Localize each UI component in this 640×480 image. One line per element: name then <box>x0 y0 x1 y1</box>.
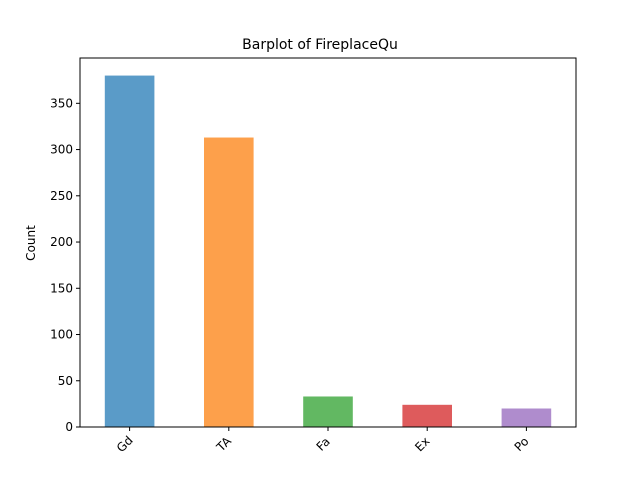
y-tick-label: 350 <box>50 96 73 110</box>
chart-title: Barplot of FireplaceQu <box>242 37 398 53</box>
bars-group <box>104 75 552 428</box>
y-tick-label: 100 <box>50 328 73 342</box>
y-tick-label: 200 <box>50 235 73 249</box>
y-tick-label: 250 <box>50 189 73 203</box>
x-ticks-group: Gd TA Fa Ex Po <box>114 427 532 455</box>
x-tick-label: Ex <box>412 434 432 454</box>
bar-ex <box>402 404 452 427</box>
bar-ta <box>204 137 254 428</box>
y-tick-label: 50 <box>58 374 73 388</box>
y-tick-label: 150 <box>50 281 73 295</box>
bar-fa <box>303 396 353 427</box>
x-tick-label: Gd <box>114 433 136 455</box>
y-ticks-group: 0 50 100 150 200 250 300 350 <box>50 96 80 434</box>
x-tick-label: Po <box>512 434 532 454</box>
bar-gd <box>104 75 155 428</box>
y-tick-label: 0 <box>65 420 73 434</box>
y-axis-label: Count <box>24 225 38 261</box>
x-tick-label: Fa <box>314 435 333 454</box>
bar-po <box>501 408 552 427</box>
y-tick-label: 300 <box>50 143 73 157</box>
x-tick-label: TA <box>213 433 234 454</box>
plot-frame <box>79 57 577 428</box>
